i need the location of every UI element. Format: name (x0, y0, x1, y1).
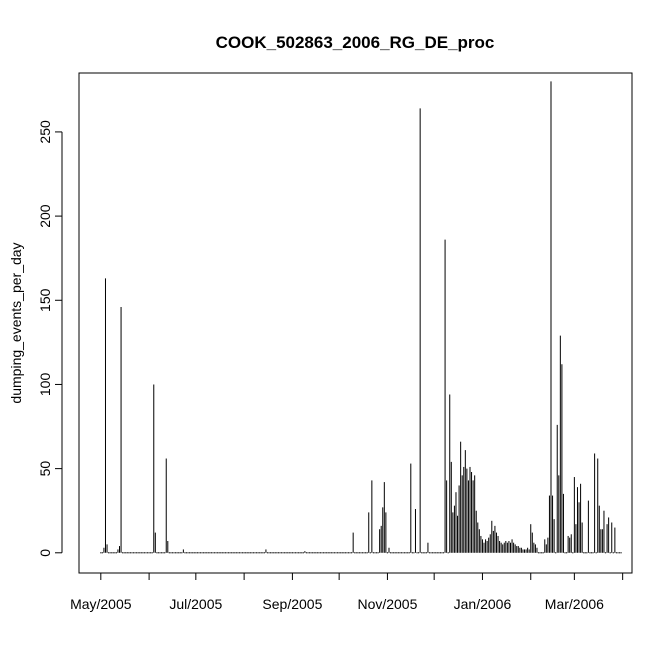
bars (100, 81, 622, 554)
y-tick-label: 200 (37, 204, 53, 228)
y-tick-label: 150 (37, 288, 53, 312)
x-tick-label: Nov/2005 (357, 596, 417, 612)
chart-title: COOK_502863_2006_RG_DE_proc (216, 33, 495, 52)
y-axis-label: dumping_events_per_day (8, 242, 24, 403)
x-tick-label: May/2005 (70, 596, 132, 612)
y-tick-label: 50 (37, 461, 53, 477)
x-axis: May/2005 Jul/2005 Sep/2005 Nov/2005 Jan/2006… (70, 572, 624, 612)
y-tick-label: 0 (37, 549, 53, 557)
y-tick-label: 250 (37, 120, 53, 144)
x-tick-label: Sep/2005 (262, 596, 322, 612)
x-tick-label: Jan/2006 (454, 596, 512, 612)
x-tick-label: Mar/2006 (545, 596, 604, 612)
y-tick-label: 100 (37, 373, 53, 397)
x-tick-label: Jul/2005 (169, 596, 222, 612)
y-axis: 0 50 100 150 200 250 (37, 120, 63, 557)
